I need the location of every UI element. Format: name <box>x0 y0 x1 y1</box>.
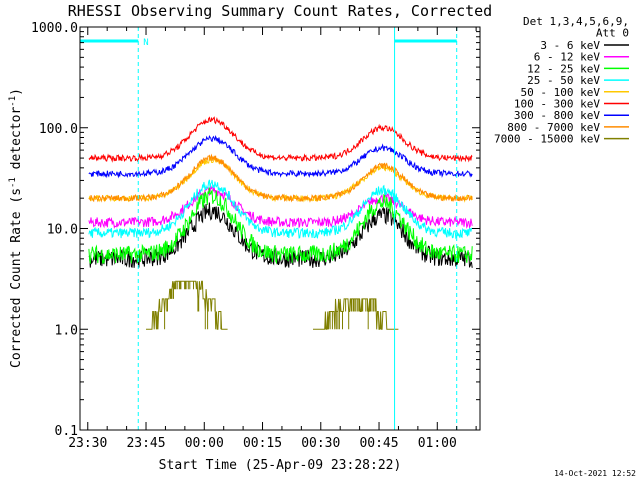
plot-axes: 1000.0 100.0 10.0 1.0 0.123:30 23:45 00:00 00:1… <box>31 21 481 451</box>
series-line-3 <box>88 179 473 240</box>
y-axis-label-mid: detector <box>9 107 24 178</box>
plot-data: N <box>79 27 473 430</box>
y-tick-label-2: 10.0 <box>47 223 78 238</box>
x-tick-label-1: 23:45 <box>126 436 165 451</box>
legend-label-4: 50 - 100 keV <box>521 86 601 99</box>
series-line-2 <box>88 187 473 265</box>
y-axis-label-end: ) <box>9 88 24 96</box>
legend-header-1: Att 0 <box>596 27 629 40</box>
legend-label-0: 3 - 6 keV <box>540 39 600 52</box>
legend-label-8: 7000 - 15000 keV <box>494 133 600 146</box>
x-tick-label-3: 00:15 <box>243 436 282 451</box>
legend-label-7: 800 - 7000 keV <box>507 121 600 134</box>
series-7000-15000kev-block-0 <box>146 280 228 330</box>
x-axis-label: Start Time (25-Apr-09 23:28:22) <box>159 458 402 473</box>
legend-label-3: 25 - 50 keV <box>527 74 600 87</box>
x-tick-label-2: 00:00 <box>185 436 224 451</box>
series-line-5 <box>88 153 473 203</box>
y-axis-label-sup1: -1 <box>8 177 18 188</box>
x-tick-label-0: 23:30 <box>68 436 107 451</box>
night-flag-label: N <box>143 38 148 48</box>
y-tick-label-1: 100.0 <box>39 122 78 137</box>
chart-title: RHESSI Observing Summary Count Rates, Co… <box>68 2 492 20</box>
legend-label-5: 100 - 300 keV <box>514 98 600 111</box>
series-line-7 <box>88 116 473 163</box>
legend-label-1: 6 - 12 keV <box>534 51 601 64</box>
legend-label-2: 12 - 25 keV <box>527 62 600 75</box>
y-tick-label-3: 1.0 <box>55 323 78 338</box>
x-tick-label-5: 00:45 <box>359 436 398 451</box>
x-tick-label-6: 01:00 <box>418 436 457 451</box>
generated-timestamp: 14-Oct-2021 12:52 <box>554 469 636 478</box>
series-7000-15000kev-block-1 <box>313 298 399 330</box>
y-axis-label-main: Corrected Count Rate (s <box>9 188 24 368</box>
legend-label-6: 300 - 800 keV <box>514 109 600 122</box>
series-line-6 <box>88 135 473 179</box>
x-tick-label-4: 00:30 <box>301 436 340 451</box>
y-axis-label: Corrected Count Rate (s-1 detector-1) <box>8 88 24 368</box>
legend-header-0: Det 1,3,4,5,6,9, <box>523 15 629 28</box>
y-tick-label-0: 1000.0 <box>31 21 78 36</box>
y-axis-label-sup2: -1 <box>8 96 18 107</box>
y-tick-label-4: 0.1 <box>55 424 78 439</box>
